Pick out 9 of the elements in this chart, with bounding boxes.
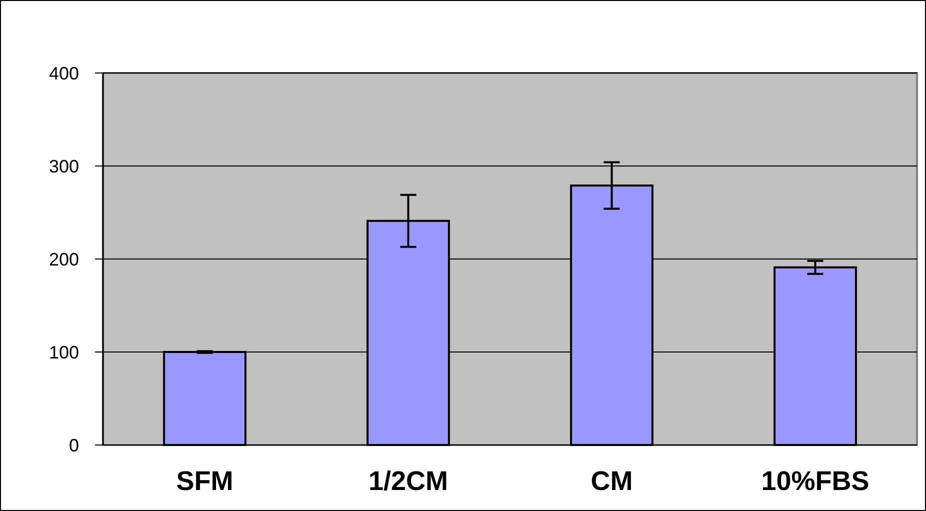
x-tick-label: 1/2CM [368,466,448,496]
y-tick-label: 400 [48,63,79,84]
y-tick-label: 300 [48,156,79,176]
x-tick-label: 10%FBS [761,466,870,496]
y-tick-label: 100 [48,342,79,362]
y-tick-label: 0 [68,435,79,456]
x-tick-label: CM [590,466,633,496]
x-tick-label: SFM [176,466,234,496]
y-tick-label: 200 [48,249,79,270]
